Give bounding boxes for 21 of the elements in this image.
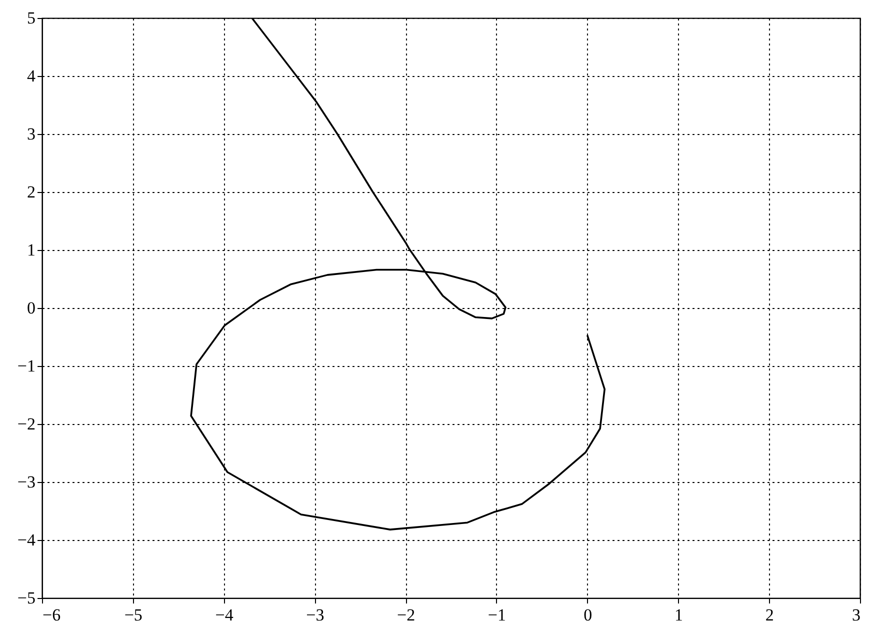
x-tick-label: 3	[852, 606, 860, 624]
y-tick-label: 2	[27, 182, 36, 202]
y-tick-label: −5	[17, 588, 36, 608]
x-tick-label: −6	[42, 606, 61, 624]
y-tick-label: 4	[27, 66, 36, 86]
x-tick-label: −3	[306, 606, 324, 624]
y-tick-label: −3	[17, 472, 36, 492]
x-tick-label: 1	[674, 606, 683, 624]
x-tick-label: 2	[765, 606, 774, 624]
x-tick-label: 0	[584, 606, 592, 624]
y-tick-label: −1	[17, 356, 36, 376]
y-tick-label: 3	[27, 124, 36, 144]
x-tick-label: −5	[124, 606, 142, 624]
y-tick-label: −2	[17, 414, 36, 434]
y-tick-label: −4	[17, 530, 36, 550]
x-tick-label: −4	[215, 606, 234, 624]
x-tick-label: −2	[397, 606, 416, 624]
x-tick-label: −1	[488, 606, 506, 624]
y-tick-label: 5	[27, 8, 36, 28]
y-tick-label: 0	[27, 298, 36, 318]
y-tick-label: 1	[27, 240, 36, 260]
